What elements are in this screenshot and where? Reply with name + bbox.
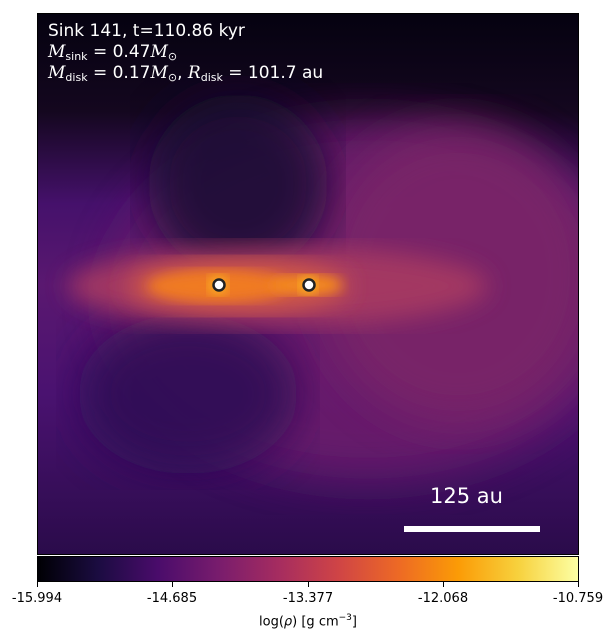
colorbar-tick: [37, 582, 38, 587]
colorbar-tick-label: -12.068: [417, 591, 469, 606]
annotation-disk: Mdisk = 0.17M⊙, Rdisk = 101.7 au: [48, 63, 324, 84]
density-image: [38, 14, 578, 554]
colorbar-tick: [308, 582, 309, 587]
colorbar-tick-label: -13.377: [282, 591, 334, 606]
scale-bar: [404, 526, 540, 532]
colorbar-tick: [172, 582, 173, 587]
scale-bar-label: 125 au: [430, 484, 503, 508]
colorbar-tick: [443, 582, 444, 587]
colorbar-tick-label: -14.685: [146, 591, 198, 606]
colorbar-tick: [578, 582, 579, 587]
colorbar-label: log(ρ) [g cm−3]: [259, 613, 357, 630]
sink-b-marker: [302, 278, 316, 292]
annotation-title: Sink 141, t=110.86 kyr: [48, 21, 245, 41]
colorbar-tick-label: -10.759: [552, 591, 604, 606]
annotation-sink-mass: Msink = 0.47M⊙: [48, 42, 178, 63]
colorbar: [37, 556, 579, 582]
density-map: Sink 141, t=110.86 kyr Msink = 0.47M⊙ Md…: [37, 13, 579, 555]
colorbar-tick-label: -15.994: [11, 591, 63, 606]
sink-a-marker: [212, 278, 226, 292]
